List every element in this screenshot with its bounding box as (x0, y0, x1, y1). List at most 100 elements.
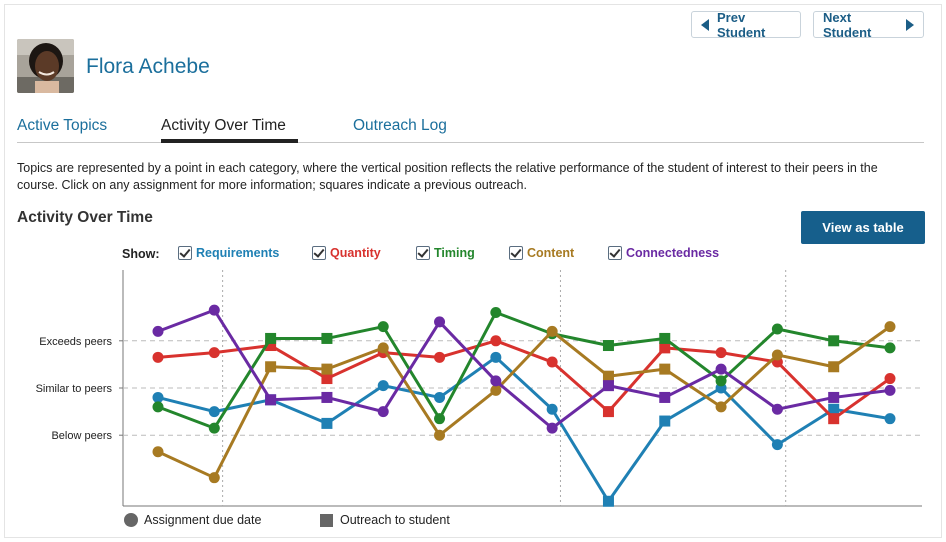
data-point-circle[interactable] (715, 363, 727, 375)
data-point-square[interactable] (659, 391, 671, 403)
checkbox-icon (178, 246, 192, 260)
data-point-square[interactable] (828, 413, 840, 425)
data-point-circle[interactable] (152, 446, 164, 458)
data-point-square[interactable] (602, 380, 614, 392)
data-point-square[interactable] (659, 415, 671, 427)
data-point-circle[interactable] (546, 403, 558, 415)
data-point-square[interactable] (321, 417, 333, 429)
data-point-square[interactable] (602, 370, 614, 382)
data-point-circle[interactable] (377, 342, 389, 354)
data-point-square[interactable] (659, 363, 671, 375)
data-point-circle[interactable] (884, 321, 896, 333)
checkbox-requirements[interactable]: Requirements (178, 246, 279, 260)
data-point-square[interactable] (659, 342, 671, 354)
avatar (17, 39, 74, 93)
data-point-circle[interactable] (490, 351, 502, 363)
checkbox-label-content: Content (527, 246, 575, 260)
data-point-circle[interactable] (434, 429, 446, 441)
data-point-circle[interactable] (377, 406, 389, 418)
data-point-square[interactable] (828, 361, 840, 373)
series-line-content (157, 325, 891, 480)
active-tab-indicator (161, 139, 298, 143)
data-point-square[interactable] (265, 332, 277, 344)
data-point-square[interactable] (321, 363, 333, 375)
data-point-square[interactable] (828, 403, 840, 415)
tab-active-topics[interactable]: Active Topics (17, 117, 108, 134)
data-point-square[interactable] (321, 391, 333, 403)
data-point-square[interactable] (602, 340, 614, 352)
data-point-circle[interactable] (434, 351, 446, 363)
data-point-circle[interactable] (490, 335, 502, 347)
checkbox-label-connectedness: Connectedness (626, 246, 720, 260)
data-point-circle[interactable] (377, 380, 389, 392)
checkbox-quantity[interactable]: Quantity (312, 246, 381, 260)
data-point-circle[interactable] (884, 373, 896, 385)
page-frame (4, 4, 942, 538)
data-point-circle[interactable] (715, 347, 727, 359)
data-point-circle[interactable] (434, 413, 446, 425)
data-point-circle[interactable] (208, 472, 220, 484)
data-point-circle[interactable] (771, 403, 783, 415)
data-point-circle[interactable] (715, 375, 727, 387)
data-point-circle[interactable] (152, 401, 164, 413)
data-point-circle[interactable] (490, 384, 502, 396)
prev-student-button[interactable]: Prev Student (691, 10, 801, 40)
data-point-square[interactable] (265, 361, 277, 373)
data-point-square[interactable] (828, 391, 840, 403)
data-point-square[interactable] (321, 373, 333, 385)
data-point-square[interactable] (602, 406, 614, 418)
data-point-circle[interactable] (771, 439, 783, 451)
data-point-circle[interactable] (546, 325, 558, 337)
student-name: Flora Achebe (86, 55, 210, 78)
view-as-table-button[interactable]: View as table (801, 211, 925, 244)
y-tick-label: Below peers (51, 430, 112, 442)
data-point-circle[interactable] (152, 325, 164, 337)
next-student-button[interactable]: Next Student (813, 9, 924, 40)
checkbox-icon (312, 246, 326, 260)
next-student-label: Next Student (823, 9, 872, 40)
data-point-square[interactable] (321, 332, 333, 344)
data-point-circle[interactable] (434, 391, 446, 403)
data-point-circle[interactable] (152, 391, 164, 403)
checkbox-content[interactable]: Content (509, 246, 574, 260)
data-point-circle[interactable] (490, 306, 502, 318)
checkbox-connectedness[interactable]: Connectedness (608, 246, 719, 260)
data-point-circle[interactable] (208, 422, 220, 434)
data-point-circle[interactable] (208, 406, 220, 418)
legend-outreach-label: Outreach to student (340, 513, 450, 527)
data-point-circle[interactable] (715, 401, 727, 413)
data-point-circle[interactable] (771, 323, 783, 335)
data-point-circle[interactable] (884, 384, 896, 396)
tab-activity-over-time[interactable]: Activity Over Time (161, 117, 286, 134)
data-point-circle[interactable] (546, 422, 558, 434)
data-point-square[interactable] (265, 340, 277, 352)
checkbox-label-requirements: Requirements (196, 246, 280, 260)
series-line-quantity (157, 339, 891, 421)
data-point-circle[interactable] (208, 347, 220, 359)
data-point-circle[interactable] (377, 321, 389, 333)
data-point-circle[interactable] (152, 351, 164, 363)
data-point-circle[interactable] (546, 356, 558, 368)
tabs-divider (17, 142, 924, 143)
data-point-circle[interactable] (434, 316, 446, 328)
tab-outreach-log[interactable]: Outreach Log (353, 117, 447, 134)
data-point-circle[interactable] (208, 304, 220, 316)
data-point-square[interactable] (659, 332, 671, 344)
data-point-circle[interactable] (771, 349, 783, 361)
legend-outreach: Outreach to student (320, 513, 450, 527)
data-point-square[interactable] (602, 495, 614, 507)
data-point-square[interactable] (828, 335, 840, 347)
data-point-circle[interactable] (884, 342, 896, 354)
data-point-square[interactable] (265, 394, 277, 406)
series-line-connectedness (157, 308, 891, 430)
checkbox-label-timing: Timing (434, 246, 475, 260)
chart-description: Topics are represented by a point in eac… (17, 161, 878, 192)
checkbox-timing[interactable]: Timing (416, 246, 475, 260)
checkbox-icon (416, 246, 430, 260)
data-point-circle[interactable] (490, 375, 502, 387)
data-point-circle[interactable] (884, 413, 896, 425)
arrow-left-icon (701, 18, 709, 31)
arrow-right-icon (906, 18, 914, 31)
circle-marker-icon (124, 513, 138, 527)
